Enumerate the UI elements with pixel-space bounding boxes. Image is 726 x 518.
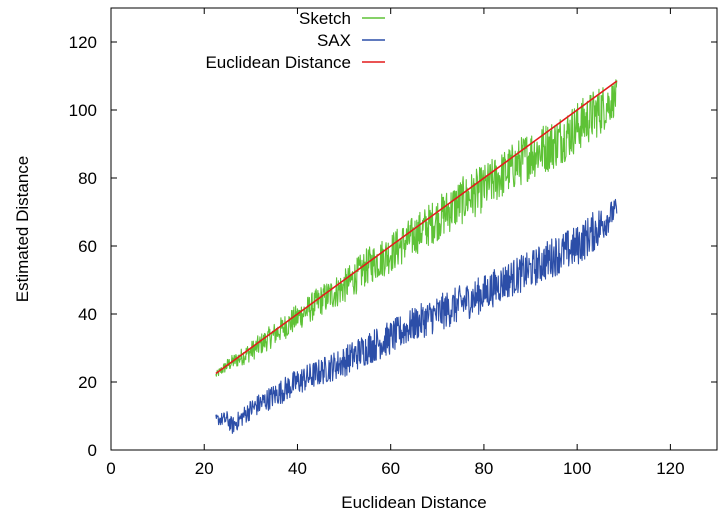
axis-ticks: 0 20 40 60 80 100 120 0 20 40 60 80 100 120	[69, 8, 717, 478]
y-tick-label: 20	[78, 373, 97, 392]
x-tick-label: 0	[106, 459, 115, 478]
series-line-sax	[215, 198, 618, 434]
x-tick-label: 40	[288, 459, 307, 478]
x-tick-label: 80	[474, 459, 493, 478]
plot-frame	[110, 7, 718, 451]
y-axis-label: Estimated Distance	[13, 156, 32, 302]
x-tick-label: 20	[195, 459, 214, 478]
y-tick-label: 60	[78, 237, 97, 256]
x-tick-label: 60	[381, 459, 400, 478]
legend-label: Euclidean Distance	[205, 53, 351, 72]
y-tick-label: 0	[88, 441, 97, 460]
y-tick-label: 100	[69, 101, 97, 120]
legend-label: SAX	[317, 31, 351, 50]
x-tick-label: 100	[563, 459, 591, 478]
series-layer	[215, 79, 618, 434]
series-line-euclidean-distance	[215, 80, 618, 375]
series-line-sketch	[215, 79, 618, 377]
legend: Sketch SAX Euclidean Distance	[205, 9, 385, 72]
legend-label: Sketch	[299, 9, 351, 28]
x-tick-label: 120	[656, 459, 684, 478]
y-tick-label: 120	[69, 33, 97, 52]
y-tick-label: 80	[78, 169, 97, 188]
y-tick-label: 40	[78, 305, 97, 324]
x-axis-label: Euclidean Distance	[341, 493, 487, 512]
